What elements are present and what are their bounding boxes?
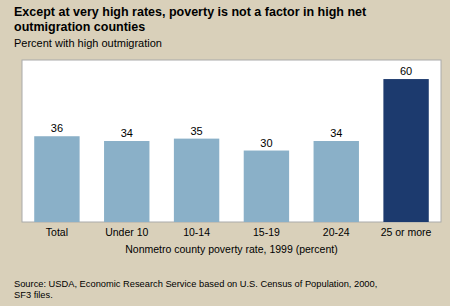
data-label: 60 bbox=[400, 65, 412, 77]
tick-label: Under 10 bbox=[105, 226, 148, 238]
title: outmigration counties bbox=[14, 20, 145, 34]
source-note: SF3 files. bbox=[14, 290, 53, 300]
chart: Except at very high rates, poverty is no… bbox=[0, 0, 450, 306]
bar bbox=[174, 139, 219, 222]
source-note: Source: USDA, Economic Research Service … bbox=[14, 279, 377, 289]
bar bbox=[244, 151, 289, 222]
title: Except at very high rates, poverty is no… bbox=[14, 5, 367, 19]
bar bbox=[383, 79, 428, 222]
data-label: 34 bbox=[330, 127, 342, 139]
tick-label: 15-19 bbox=[253, 226, 280, 238]
tick-label: 20-24 bbox=[323, 226, 350, 238]
tick-label: 25 or more bbox=[381, 226, 432, 238]
data-label: 36 bbox=[51, 122, 63, 134]
bar bbox=[34, 136, 79, 222]
x-axis-label: Nonmetro county poverty rate, 1999 (perc… bbox=[125, 243, 337, 255]
subtitle: Percent with high outmigration bbox=[14, 37, 162, 49]
data-label: 34 bbox=[121, 127, 133, 139]
bar bbox=[104, 141, 149, 222]
tick-label: 10-14 bbox=[183, 226, 210, 238]
tick-label: Total bbox=[46, 226, 68, 238]
bar bbox=[314, 141, 359, 222]
bars bbox=[34, 79, 429, 222]
data-label: 35 bbox=[190, 125, 202, 137]
plot-frame bbox=[22, 60, 441, 222]
background bbox=[0, 0, 450, 306]
data-label: 30 bbox=[260, 137, 272, 149]
